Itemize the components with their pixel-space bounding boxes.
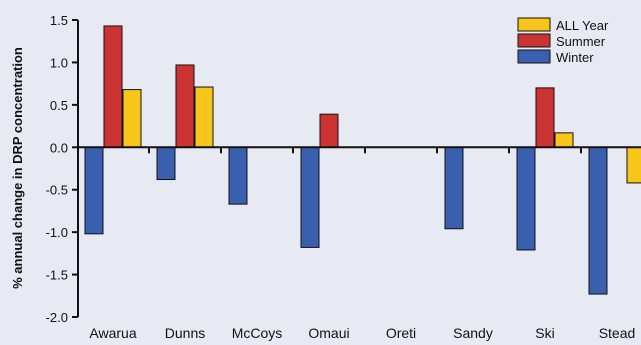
x-category-label: Dunns <box>165 325 205 341</box>
x-category-label: McCoys <box>232 325 283 341</box>
axes-group: 1.5 1.0 0.5 0.0 -0.5 -1.0 -1.5 -2.0 Awarua Dunns M… <box>46 13 641 341</box>
bar-winter-stead <box>588 146 608 295</box>
bar-summer-dunns <box>175 64 195 148</box>
x-category-label: Oreti <box>386 325 416 341</box>
bar-all-year-ski <box>554 132 574 148</box>
bar-winter-awarua <box>84 146 104 235</box>
y-tick-label: 0.0 <box>50 140 68 155</box>
y-tick-label: -2.0 <box>46 310 68 325</box>
bar-all-year-awarua <box>122 89 142 148</box>
bar-winter-ski <box>516 146 536 251</box>
x-category-label: Awarua <box>89 325 136 341</box>
legend-swatch-all-year <box>517 17 551 32</box>
bar-summer-awarua <box>103 25 123 148</box>
bar-all-year-dunns <box>194 86 214 148</box>
bar-summer-omaui <box>319 113 339 148</box>
legend-swatch-summer <box>517 33 551 48</box>
y-tick-label: 1.0 <box>50 55 68 70</box>
x-category-label: Ski <box>535 325 554 341</box>
bar-all-year-stead <box>626 146 641 184</box>
bar-winter-mccoys <box>228 146 248 205</box>
y-tick-label: 1.5 <box>50 13 68 28</box>
x-category-label: Stead <box>599 325 636 341</box>
x-category-label: Sandy <box>453 325 493 341</box>
legend-label: Winter <box>556 50 594 65</box>
legend-label: Summer <box>556 34 606 49</box>
y-tick-label: -1.5 <box>46 268 68 283</box>
bar-summer-ski <box>535 87 555 148</box>
bar-winter-omaui <box>300 146 320 248</box>
y-tick-label: 0.5 <box>50 98 68 113</box>
bar-winter-dunns <box>156 146 176 181</box>
y-tick-label: -1.0 <box>46 225 68 240</box>
y-axis-label: % annual change in DRP concentration <box>10 47 25 289</box>
legend-swatch-winter <box>517 49 551 64</box>
y-tick-label: -0.5 <box>46 183 68 198</box>
legend-label: ALL Year <box>556 18 609 33</box>
x-category-label: Omaui <box>308 325 349 341</box>
bar-winter-sandy <box>444 146 464 230</box>
bars-group <box>84 25 641 295</box>
